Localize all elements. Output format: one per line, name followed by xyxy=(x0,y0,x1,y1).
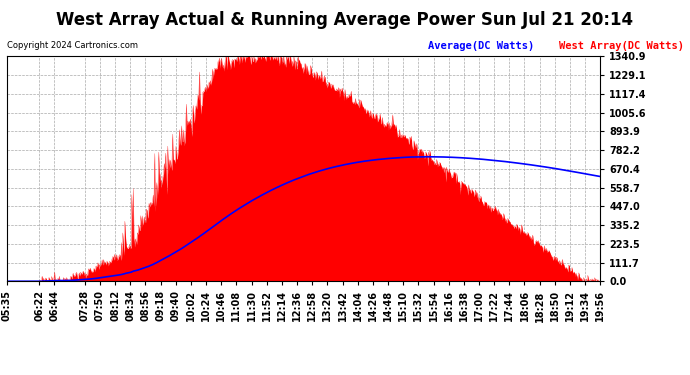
Text: Copyright 2024 Cartronics.com: Copyright 2024 Cartronics.com xyxy=(7,41,138,50)
Text: West Array Actual & Running Average Power Sun Jul 21 20:14: West Array Actual & Running Average Powe… xyxy=(57,11,633,29)
Text: West Array(DC Watts): West Array(DC Watts) xyxy=(559,41,684,51)
Text: Average(DC Watts): Average(DC Watts) xyxy=(428,41,534,51)
